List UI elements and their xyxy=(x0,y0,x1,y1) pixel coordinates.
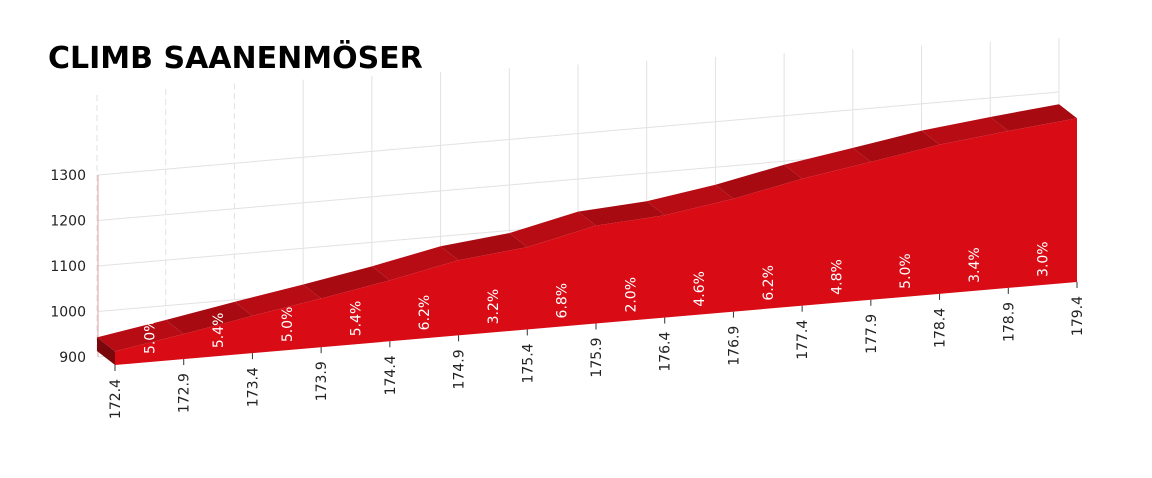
gradient-label: 6.2% xyxy=(761,265,777,301)
profile-top xyxy=(371,246,459,281)
profile-top xyxy=(509,211,596,248)
y-tick-label: 1000 xyxy=(50,305,86,321)
profile-top xyxy=(852,130,940,162)
gradient-label: 2.0% xyxy=(623,277,639,313)
profile-top xyxy=(715,164,803,199)
gradient-label: 3.2% xyxy=(486,289,502,325)
profile-top xyxy=(440,233,528,261)
profile-top xyxy=(921,116,1009,145)
x-tick-label: 172.9 xyxy=(177,373,193,413)
x-tick-label: 176.9 xyxy=(726,326,742,366)
gradient-label: 4.8% xyxy=(830,259,846,295)
x-tick-label: 175.9 xyxy=(589,338,605,378)
gradient-label: 4.6% xyxy=(692,271,708,307)
x-tick-label: 174.4 xyxy=(383,355,399,395)
y-tick-label: 1300 xyxy=(50,168,86,184)
profile-top xyxy=(784,147,871,179)
y-tick-label: 1100 xyxy=(50,259,86,275)
x-tick-label: 173.4 xyxy=(245,367,261,407)
profile-side xyxy=(97,337,115,365)
x-tick-label: 176.4 xyxy=(658,331,674,371)
profile-area xyxy=(115,118,1077,365)
chart-title: CLIMB SAANENMÖSER xyxy=(48,39,423,76)
y-tick-label: 1200 xyxy=(50,214,86,230)
x-tick-label: 178.9 xyxy=(1001,302,1017,342)
profile-top xyxy=(234,284,322,316)
x-tick-label: 177.4 xyxy=(795,320,811,360)
gradient-label: 5.0% xyxy=(280,307,296,343)
gradient-label: 5.4% xyxy=(349,301,365,337)
gradient-label: 5.0% xyxy=(142,318,158,354)
gradient-label: 6.2% xyxy=(417,295,433,331)
profile-top xyxy=(578,201,665,226)
gradient-label: 5.4% xyxy=(211,313,227,349)
x-tick-label: 179.4 xyxy=(1070,296,1086,336)
y-tick-label: 900 xyxy=(59,350,86,366)
gradient-label: 5.0% xyxy=(898,253,914,289)
x-tick-label: 178.4 xyxy=(933,308,949,348)
gradient-label: 3.4% xyxy=(967,247,983,283)
x-tick-label: 173.9 xyxy=(314,361,330,401)
gradient-label: 3.0% xyxy=(1036,241,1052,277)
gradient-label: 6.8% xyxy=(555,283,571,319)
profile-top xyxy=(165,301,253,335)
profile-top xyxy=(990,104,1077,131)
x-tick-label: 175.4 xyxy=(520,343,536,383)
x-tick-label: 177.9 xyxy=(864,314,880,354)
x-tick-label: 174.9 xyxy=(452,349,468,389)
profile-top xyxy=(303,266,390,299)
profile-top xyxy=(97,320,184,352)
x-tick-label: 172.4 xyxy=(108,379,124,419)
profile-top xyxy=(646,184,734,216)
